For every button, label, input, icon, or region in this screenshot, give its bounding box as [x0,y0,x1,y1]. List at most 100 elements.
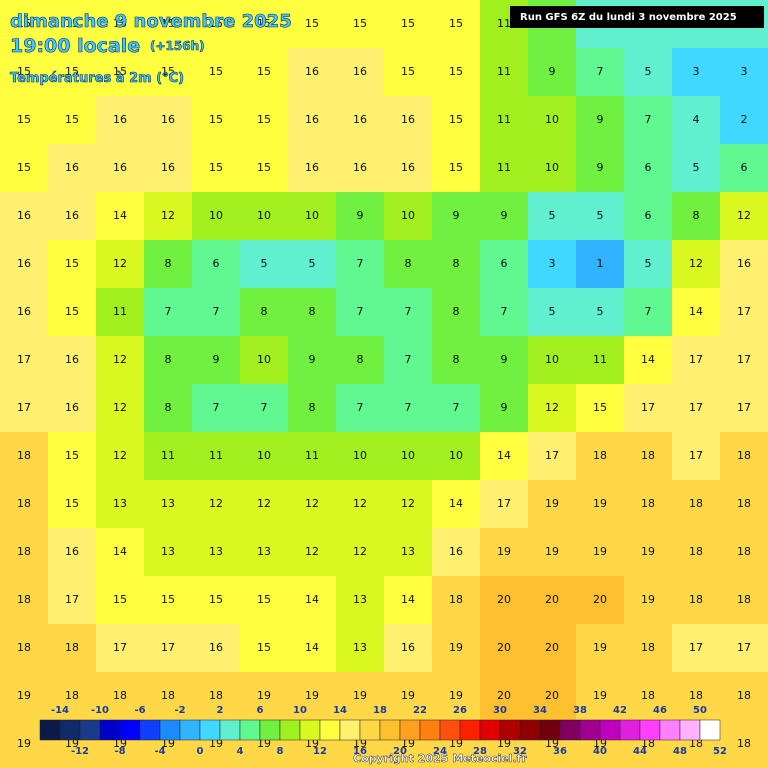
temp-cell [480,528,529,577]
temp-value: 7 [261,401,268,414]
scale-label: 36 [553,746,567,757]
temp-value: 16 [113,113,127,126]
temp-value: 8 [357,353,364,366]
temp-value: 10 [545,353,559,366]
temp-cell [480,384,529,433]
temp-value: 8 [261,305,268,318]
temp-value: 20 [497,641,511,654]
temp-cell [432,528,481,577]
temp-value: 10 [353,449,367,462]
temp-cell [480,192,529,241]
temp-cell [48,384,97,433]
temp-value: 3 [693,65,700,78]
temp-value: 9 [453,209,460,222]
temp-value: 8 [453,305,460,318]
temp-value: 15 [401,65,415,78]
temp-cell [144,48,193,97]
temp-cell [480,144,529,193]
temp-cell [96,672,145,721]
scale-label: 20 [393,746,407,757]
temp-value: 18 [17,545,31,558]
temp-cell [192,672,241,721]
temp-cell [384,48,433,97]
temp-value: 15 [353,17,367,30]
temp-cell [720,336,768,385]
temp-value: 15 [65,449,79,462]
temp-value: 18 [737,449,751,462]
temp-cell [144,384,193,433]
temp-cell [624,288,673,337]
temp-value: 16 [305,161,319,174]
temp-value: 15 [65,257,79,270]
scale-label: 34 [533,705,547,716]
temp-value: 8 [165,257,172,270]
temp-value: 20 [497,593,511,606]
temp-cell [576,432,625,481]
temp-cell [0,336,49,385]
scale-box [39,719,61,741]
temp-cell [672,48,721,97]
temp-value: 18 [689,593,703,606]
temp-value: 16 [401,161,415,174]
temp-value: 17 [17,401,31,414]
temp-value: 19 [257,689,271,702]
temp-cell [0,576,49,625]
temp-value: 15 [449,113,463,126]
temp-value: 11 [497,65,511,78]
temp-value: 16 [65,401,79,414]
temp-cell [720,528,768,577]
temp-value: 19 [593,689,607,702]
temp-cell [48,192,97,241]
temp-value: 17 [161,641,175,654]
temp-cell [240,96,289,145]
scale-label: 46 [653,705,667,716]
temp-value: 6 [645,161,652,174]
temp-value: 10 [257,209,271,222]
temp-cell [0,240,49,289]
temp-value: 9 [309,353,316,366]
scale-label: 24 [433,746,447,757]
temp-value: 4 [693,113,700,126]
scale-label: 52 [713,746,727,757]
temp-cell [48,0,97,49]
temp-value: 5 [597,209,604,222]
temp-cell [624,528,673,577]
temp-cell [288,672,337,721]
temp-value: 20 [497,689,511,702]
temp-cell [720,432,768,481]
temp-value: 18 [641,497,655,510]
temp-cell [240,336,289,385]
temp-cell [432,288,481,337]
temp-cell [96,384,145,433]
temp-value: 14 [689,305,703,318]
scale-label: 42 [613,705,627,716]
temp-value: 16 [209,641,223,654]
temp-value: 15 [113,17,127,30]
temp-value: 7 [597,65,604,78]
temp-cell [144,0,193,49]
temp-cell [576,624,625,673]
temp-value: 16 [17,257,31,270]
temp-value: 16 [65,353,79,366]
temp-value: 12 [113,353,127,366]
temp-value: 10 [257,353,271,366]
scale-label: 16 [353,746,367,757]
temp-cell [0,288,49,337]
copyright: Copyright 2025 Meteociel.fr [353,752,527,765]
scale-label: 38 [573,705,587,716]
temp-value: 17 [545,449,559,462]
temp-cell [480,480,529,529]
scale-label: 10 [293,705,307,716]
scale-box [399,719,421,741]
temp-value: 7 [645,305,652,318]
scale-label: -10 [91,705,109,716]
temp-cell [288,48,337,97]
temp-cell [144,480,193,529]
temp-cell [384,528,433,577]
temp-cell [240,384,289,433]
temp-cell [240,144,289,193]
temp-cell [384,432,433,481]
temp-value: 14 [305,593,319,606]
temp-value: 15 [17,113,31,126]
temp-value: 18 [17,593,31,606]
